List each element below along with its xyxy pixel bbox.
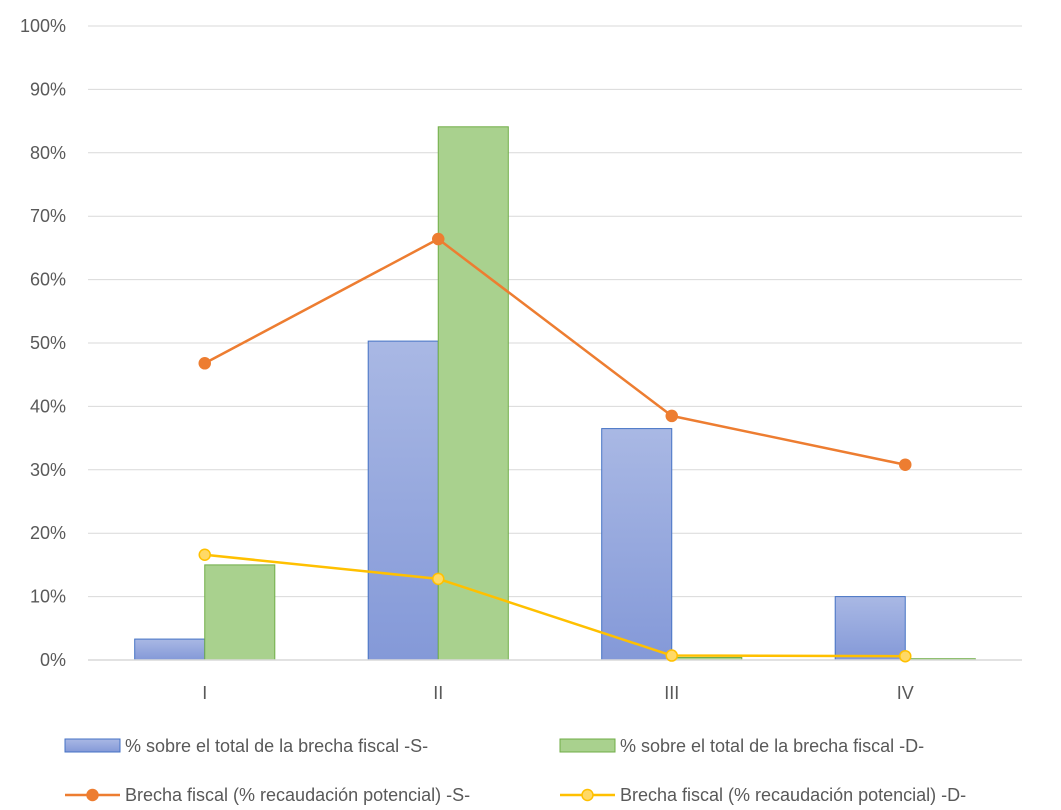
y-tick-label: 0% <box>40 650 66 670</box>
y-tick-label: 100% <box>20 16 66 36</box>
bar-series-2-II <box>437 126 509 661</box>
x-tick-label: I <box>202 683 207 703</box>
y-tick-label: 70% <box>30 206 66 226</box>
x-axis-tick-labels: I II III IV <box>202 683 914 703</box>
marker-series-4-I <box>198 548 211 562</box>
marker-series-3-I <box>198 357 211 370</box>
legend-marker-4 <box>581 788 594 802</box>
x-tick-label: III <box>664 683 679 703</box>
legend-marker-3 <box>86 788 99 802</box>
bar-series-1-I <box>134 638 206 661</box>
legend-label-2: % sobre el total de la brecha fiscal -D- <box>620 736 924 756</box>
marker-series-3-III <box>665 409 678 423</box>
y-tick-label: 30% <box>30 460 66 480</box>
lines <box>198 232 912 663</box>
bar-series-1-II <box>367 340 439 661</box>
bar-series-1-III <box>601 428 673 661</box>
legend-swatch-bar-2 <box>559 738 616 753</box>
y-axis-tick-labels: 0% 10% 20% 30% 40% 50% 60% 70% 80% 90% 100% <box>20 16 66 670</box>
legend-swatch-bar-1 <box>64 738 121 753</box>
y-tick-label: 20% <box>30 523 66 543</box>
legend-label-1: % sobre el total de la brecha fiscal -S- <box>125 736 428 756</box>
marker-series-3-II <box>432 232 445 246</box>
bars <box>134 126 976 661</box>
line-series-3 <box>204 237 906 466</box>
y-tick-label: 50% <box>30 333 66 353</box>
line-series-4 <box>204 553 906 658</box>
gridlines <box>88 25 1022 598</box>
marker-series-3-IV <box>899 458 912 471</box>
marker-series-4-II <box>432 572 445 586</box>
y-tick-label: 10% <box>30 587 66 607</box>
marker-series-4-III <box>665 649 678 662</box>
x-tick-label: II <box>433 683 443 703</box>
y-tick-label: 90% <box>30 79 66 99</box>
marker-series-4-IV <box>899 649 912 663</box>
bar-series-2-I <box>204 564 276 661</box>
legend-label-4: Brecha fiscal (% recaudación potencial) … <box>620 785 966 805</box>
x-tick-label: IV <box>897 683 914 703</box>
y-tick-label: 60% <box>30 270 66 290</box>
legend: % sobre el total de la brecha fiscal -S-… <box>64 736 966 805</box>
bar-series-1-IV <box>834 596 906 661</box>
y-tick-label: 40% <box>30 396 66 416</box>
y-tick-label: 80% <box>30 143 66 163</box>
legend-label-3: Brecha fiscal (% recaudación potencial) … <box>125 785 470 805</box>
